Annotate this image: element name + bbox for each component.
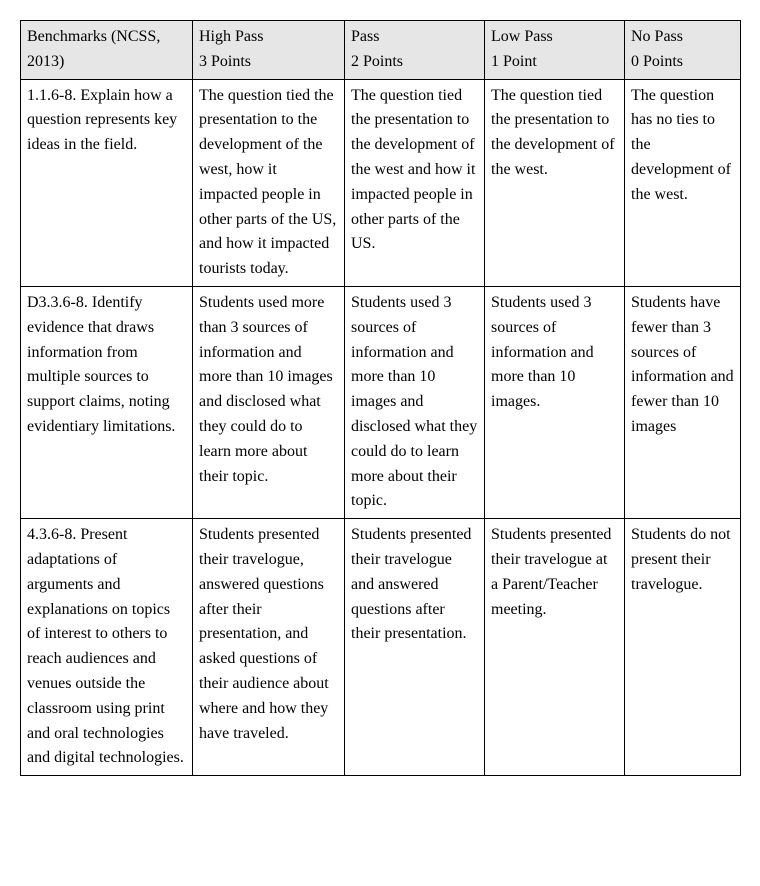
col-header-line1: No Pass [631,28,683,45]
col-header-pass: Pass 2 Points [345,21,485,80]
cell-high-pass: Students used more than 3 sources of inf… [193,286,345,518]
header-row: Benchmarks (NCSS, 2013) High Pass 3 Poin… [21,21,741,80]
cell-pass: Students presented their travelogue and … [345,519,485,776]
cell-no-pass: Students do not present their travelogue… [625,519,741,776]
col-header-line2: 0 Points [631,53,683,70]
table-row: D3.3.6-8. Identify evidence that draws i… [21,286,741,518]
col-header-line2: 2 Points [351,53,403,70]
table-row: 1.1.6-8. Explain how a question represen… [21,79,741,286]
cell-high-pass: The question tied the presentation to th… [193,79,345,286]
cell-no-pass: Students have fewer than 3 sources of in… [625,286,741,518]
cell-low-pass: The question tied the presentation to th… [485,79,625,286]
cell-benchmark: 4.3.6-8. Present adaptations of argument… [21,519,193,776]
col-header-line1: Benchmarks (NCSS, [27,28,160,45]
cell-low-pass: Students presented their travelogue at a… [485,519,625,776]
col-header-benchmarks: Benchmarks (NCSS, 2013) [21,21,193,80]
cell-benchmark: D3.3.6-8. Identify evidence that draws i… [21,286,193,518]
col-header-line2: 2013) [27,53,64,70]
cell-no-pass: The question has no ties to the developm… [625,79,741,286]
col-header-low-pass: Low Pass 1 Point [485,21,625,80]
cell-benchmark: 1.1.6-8. Explain how a question represen… [21,79,193,286]
col-header-line2: 1 Point [491,53,537,70]
col-header-line2: 3 Points [199,53,251,70]
col-header-no-pass: No Pass 0 Points [625,21,741,80]
table-row: 4.3.6-8. Present adaptations of argument… [21,519,741,776]
col-header-high-pass: High Pass 3 Points [193,21,345,80]
cell-low-pass: Students used 3 sources of information a… [485,286,625,518]
col-header-line1: Low Pass [491,28,553,45]
cell-pass: The question tied the presentation to th… [345,79,485,286]
col-header-line1: Pass [351,28,379,45]
rubric-table: Benchmarks (NCSS, 2013) High Pass 3 Poin… [20,20,741,776]
cell-pass: Students used 3 sources of information a… [345,286,485,518]
cell-high-pass: Students presented their travelogue, ans… [193,519,345,776]
col-header-line1: High Pass [199,28,263,45]
